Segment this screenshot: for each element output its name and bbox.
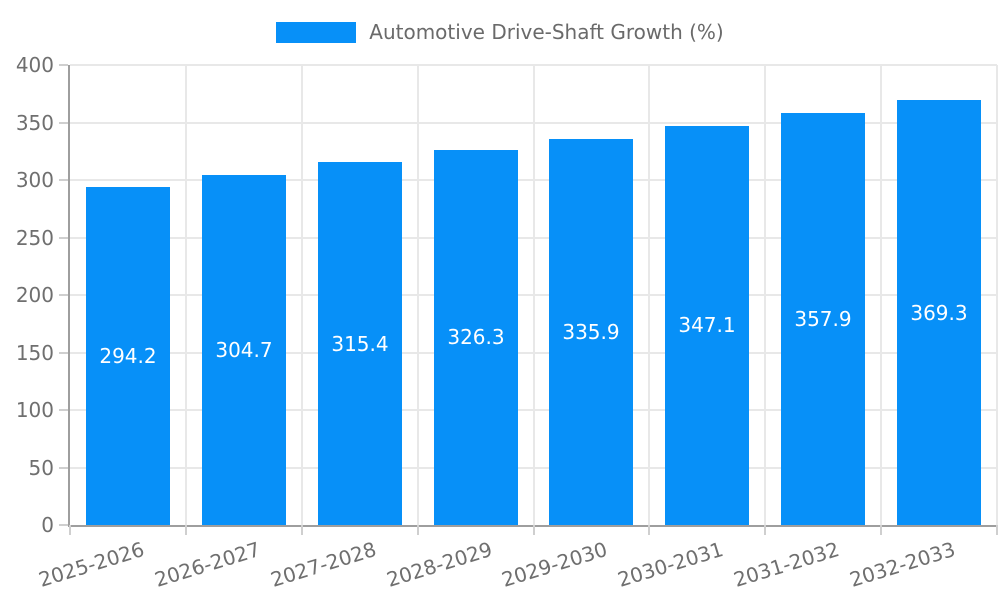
- x-tick-label: 2025-2026: [35, 537, 147, 592]
- y-tick: [59, 121, 68, 124]
- x-tick: [69, 525, 71, 535]
- bar-value-label: 335.9: [562, 319, 620, 344]
- bar-value-label: 326.3: [447, 325, 505, 350]
- x-tick: [648, 525, 650, 535]
- chart-legend[interactable]: Automotive Drive-Shaft Growth (%): [0, 16, 1000, 48]
- y-tick-label: 300: [15, 168, 54, 192]
- v-gridline: [996, 65, 998, 525]
- v-gridline: [185, 65, 187, 525]
- bar: [202, 174, 286, 525]
- v-gridline: [533, 65, 535, 525]
- y-tick: [59, 409, 68, 411]
- y-tick: [59, 64, 68, 66]
- x-tick-label: 2026-2027: [151, 537, 263, 592]
- y-tick-label: 150: [15, 340, 54, 365]
- bar: [318, 162, 402, 525]
- plot-area: 0 50 100 150 200 250 300 350 400 294.2 2025-2026 30…: [16, 53, 998, 592]
- y-tick-label: 350: [15, 110, 54, 135]
- y-tick: [59, 179, 68, 181]
- x-tick-label: 2031-2032: [730, 537, 843, 592]
- bar: [781, 113, 865, 525]
- v-gridline: [301, 65, 303, 525]
- v-gridline: [648, 65, 650, 525]
- bar: [434, 149, 518, 525]
- bar-value-label: 357.9: [794, 307, 852, 332]
- v-gridline: [880, 65, 882, 525]
- x-tick: [301, 525, 303, 535]
- legend-swatch: [276, 21, 357, 43]
- legend-label: Automotive Drive-Shaft Growth (%): [369, 20, 724, 44]
- y-tick: [59, 351, 68, 354]
- x-tick: [880, 525, 882, 535]
- y-tick-label: 400: [15, 53, 54, 77]
- bar-value-label: 304.7: [215, 337, 273, 362]
- x-tick-label: 2029-2030: [499, 537, 611, 592]
- x-tick: [996, 525, 998, 535]
- y-tick: [59, 294, 68, 296]
- v-gridline: [764, 65, 766, 525]
- bar: [665, 125, 749, 525]
- x-tick-label: 2028-2029: [383, 537, 495, 592]
- bar-value-label: 294.2: [99, 343, 157, 368]
- y-tick-label: 0: [41, 513, 54, 537]
- bar-value-label: 315.4: [331, 331, 389, 356]
- x-tick: [764, 525, 766, 535]
- v-gridline: [417, 65, 419, 525]
- x-tick: [185, 525, 187, 535]
- y-tick: [59, 236, 68, 239]
- bar: [549, 138, 633, 525]
- bar: [86, 186, 170, 525]
- x-tick-label: 2027-2028: [267, 537, 379, 592]
- x-tick-label: 2032-2033: [846, 537, 959, 592]
- y-tick-label: 50: [28, 455, 54, 480]
- x-tick: [533, 525, 535, 535]
- y-tick-label: 100: [15, 398, 54, 422]
- y-tick: [59, 466, 68, 469]
- bar-value-label: 369.3: [910, 300, 968, 325]
- bar: [897, 100, 981, 525]
- x-tick: [417, 525, 419, 535]
- y-tick-label: 250: [15, 225, 54, 250]
- x-tick-label: 2030-2031: [615, 537, 727, 592]
- y-tick-label: 200: [15, 283, 54, 307]
- bar-value-label: 347.1: [678, 313, 736, 338]
- y-tick: [59, 524, 68, 526]
